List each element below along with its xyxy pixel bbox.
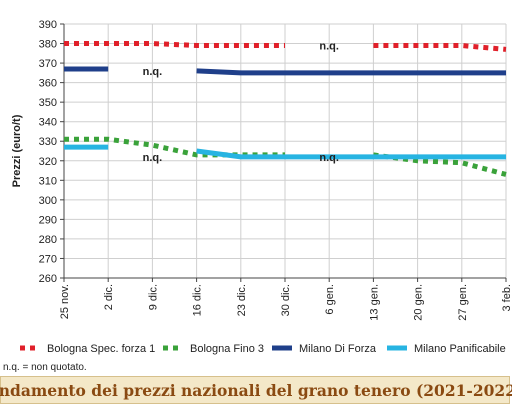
x-tick-label: 23 dic. (236, 284, 248, 316)
nq-annotation: n.q. (319, 152, 339, 164)
title-bar: Andamento dei prezzi nazionali del grano… (0, 376, 512, 404)
y-tick-label: 310 (39, 175, 57, 187)
nq-annotation: n.q. (143, 66, 163, 78)
footnote: n.q. = non quotato. (3, 362, 87, 373)
axes: 260 270 280 290 300 310 320 330 340 350 360 370 380 3… (11, 19, 512, 321)
x-tick-label: 27 gen. (457, 284, 469, 321)
y-tick-label: 390 (39, 19, 57, 31)
x-tick-label: 16 dic. (192, 284, 204, 316)
y-tick-label: 350 (39, 97, 57, 109)
y-tick-label: 300 (39, 195, 57, 207)
x-tick-label: 6 gen. (324, 284, 336, 315)
series-line-2 (196, 68, 506, 76)
series-lines (64, 41, 507, 177)
x-tick-label: 20 gen. (413, 284, 425, 321)
series-line-0 (373, 42, 507, 52)
x-tick-label: 2 dic. (103, 284, 115, 310)
legend-label-1: Bologna Fino 3 (190, 343, 264, 355)
x-tick-label: 9 dic. (147, 284, 159, 310)
legend-label-3: Milano Panificabile (414, 343, 506, 355)
y-tick-label: 260 (39, 273, 57, 285)
y-tick-label: 380 (39, 39, 57, 51)
series-line-0 (64, 41, 285, 48)
nq-annotation: n.q. (143, 152, 163, 164)
y-tick-label: 360 (39, 78, 57, 90)
y-tick-label: 370 (39, 58, 57, 70)
series-line-1 (64, 136, 285, 158)
nq-annotation: n.q. (319, 40, 339, 52)
x-tick-label: 30 dic. (280, 284, 292, 316)
y-tick-label: 290 (39, 214, 57, 226)
annotations: n.q. n.q. n.q. n.q. (143, 40, 339, 163)
grid (63, 23, 507, 279)
legend: Bologna Spec. forza 1 Bologna Fino 3 Milan… (20, 343, 506, 355)
y-tick-label: 330 (39, 136, 57, 148)
y-tick-label: 280 (39, 234, 57, 246)
x-tick-label: 25 nov. (59, 284, 71, 319)
y-tick-label: 340 (39, 117, 57, 129)
x-tick-label: 13 gen. (368, 284, 380, 321)
chart: 260 270 280 290 300 310 320 330 340 350 360 370 380 3… (11, 19, 512, 355)
legend-label-0: Bologna Spec. forza 1 (47, 343, 155, 355)
y-tick-label: 320 (39, 156, 57, 168)
y-axis-label: Prezzi (euro/t) (11, 114, 23, 187)
legend-label-2: Milano Di Forza (299, 343, 377, 355)
series-line-3 (196, 148, 506, 160)
x-tick-label: 3 feb. (501, 284, 512, 312)
y-tick-label: 270 (39, 253, 57, 265)
chart-title: Andamento dei prezzi nazionali del grano… (0, 380, 512, 400)
